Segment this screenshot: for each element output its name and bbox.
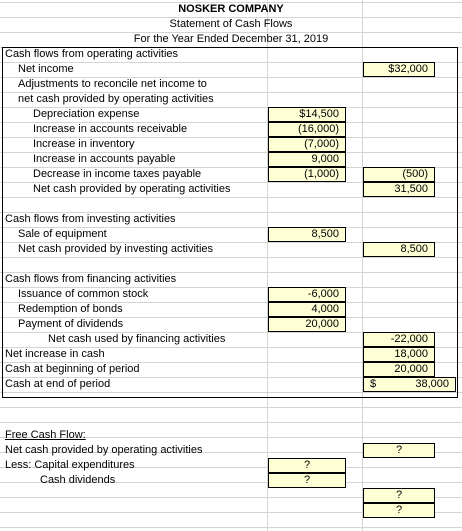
- bonds-value[interactable]: 4,000: [268, 302, 346, 317]
- fcf-capex-row: Less: Capital expenditures ?: [0, 458, 462, 473]
- fcf-subtotal-row: ?: [0, 488, 462, 503]
- operating-item-row: Increase in accounts payable 9,000: [0, 152, 462, 167]
- financing-item-row: Redemption of bonds 4,000: [0, 302, 462, 317]
- header-row-period: For the Year Ended December 31, 2019: [0, 32, 462, 47]
- fcf-heading: Free Cash Flow:: [5, 429, 86, 441]
- fcf-net-row: Net cash provided by operating activitie…: [0, 443, 462, 458]
- end-label: Cash at end of period: [5, 378, 111, 390]
- net-income-value[interactable]: $32,000: [363, 62, 435, 77]
- header-row-statement: Statement of Cash Flows: [0, 17, 462, 32]
- operating-net-label: Net cash provided by operating activitie…: [33, 183, 231, 195]
- sale-value[interactable]: 8,500: [268, 227, 346, 242]
- increase-value[interactable]: 18,000: [363, 347, 435, 362]
- fcf-net-label: Net cash provided by operating activitie…: [5, 444, 203, 456]
- operating-item-row: Increase in inventory (7,000): [0, 137, 462, 152]
- investing-net-label: Net cash provided by investing activitie…: [18, 243, 214, 255]
- receivable-value[interactable]: (16,000): [268, 122, 346, 137]
- currency-symbol: $: [370, 378, 377, 390]
- sale-label: Sale of equipment: [18, 228, 107, 240]
- company-name: NOSKER COMPANY: [178, 3, 284, 15]
- header-row-company: NOSKER COMPANY: [0, 2, 462, 17]
- fcf-less-label: Less: Capital expenditures: [5, 459, 135, 471]
- financing-net-value[interactable]: -22,000: [363, 332, 435, 347]
- financing-net-row: Net cash used by financing activities -2…: [0, 332, 462, 347]
- net-income-row: Net income $32,000: [0, 62, 462, 77]
- bonds-label: Redemption of bonds: [18, 303, 123, 315]
- taxes-value[interactable]: (1,000): [268, 167, 346, 182]
- end-value: 38,000: [415, 378, 449, 390]
- operating-item-row: Depreciation expense $14,500: [0, 107, 462, 122]
- dividends-label: Payment of dividends: [18, 318, 124, 330]
- increase-label: Net increase in cash: [5, 348, 105, 360]
- sale-row: Sale of equipment 8,500: [0, 227, 462, 242]
- stock-label: Issuance of common stock: [18, 288, 149, 300]
- adjust-label-line1: Adjustments to reconcile net income to: [18, 78, 207, 90]
- investing-heading-row: Cash flows from investing activities: [0, 212, 462, 227]
- financing-net-label: Net cash used by financing activities: [48, 333, 226, 345]
- adjust-row-2: net cash provided by operating activitie…: [0, 92, 462, 107]
- increase-row: Net increase in cash 18,000: [0, 347, 462, 362]
- fcf-dividends-value[interactable]: ?: [268, 473, 346, 488]
- end-row: Cash at end of period $ 38,000: [0, 377, 462, 392]
- operating-net-row: Net cash provided by operating activitie…: [0, 182, 462, 197]
- depreciation-label: Depreciation expense: [33, 108, 140, 120]
- investing-net-row: Net cash provided by investing activitie…: [0, 242, 462, 257]
- financing-item-row: Issuance of common stock -6,000: [0, 287, 462, 302]
- operating-heading-row: Cash flows from operating activities: [0, 47, 462, 62]
- adjust-row-1: Adjustments to reconcile net income to: [0, 77, 462, 92]
- financing-heading: Cash flows from financing activities: [5, 273, 177, 285]
- investing-net-value[interactable]: 8,500: [363, 242, 435, 257]
- inventory-value[interactable]: (7,000): [268, 137, 346, 152]
- fcf-final-value[interactable]: ?: [363, 503, 435, 518]
- begin-row: Cash at beginning of period 20,000: [0, 362, 462, 377]
- investing-heading: Cash flows from investing activities: [5, 213, 176, 225]
- receivable-label: Increase in accounts receivable: [33, 123, 188, 135]
- begin-label: Cash at beginning of period: [5, 363, 140, 375]
- operating-item-row: Decrease in income taxes payable (1,000)…: [0, 167, 462, 182]
- end-value-cell[interactable]: $ 38,000: [363, 377, 456, 392]
- operating-item-row: Increase in accounts receivable (16,000): [0, 122, 462, 137]
- financing-heading-row: Cash flows from financing activities: [0, 272, 462, 287]
- operating-net-value[interactable]: 31,500: [363, 182, 435, 197]
- fcf-capex-value[interactable]: ?: [268, 458, 346, 473]
- statement-title: Statement of Cash Flows: [169, 18, 293, 30]
- fcf-dividends-row: Cash dividends ?: [0, 473, 462, 488]
- payable-label: Increase in accounts payable: [33, 153, 176, 165]
- stock-value[interactable]: -6,000: [268, 287, 346, 302]
- inventory-label: Increase in inventory: [33, 138, 135, 150]
- net-income-label: Net income: [18, 63, 74, 75]
- fcf-net-value[interactable]: ?: [363, 443, 435, 458]
- adjustments-total-value[interactable]: (500): [363, 167, 435, 182]
- begin-value[interactable]: 20,000: [363, 362, 435, 377]
- dividends-value[interactable]: 20,000: [268, 317, 346, 332]
- depreciation-value[interactable]: $14,500: [268, 107, 346, 122]
- statement-border: [2, 47, 458, 398]
- payable-value[interactable]: 9,000: [268, 152, 346, 167]
- fcf-dividends-label: Cash dividends: [40, 474, 116, 486]
- fcf-final-row: ?: [0, 503, 462, 518]
- taxes-label: Decrease in income taxes payable: [33, 168, 202, 180]
- adjust-label-line2: net cash provided by operating activitie…: [18, 93, 214, 105]
- statement-period: For the Year Ended December 31, 2019: [133, 33, 329, 45]
- operating-heading: Cash flows from operating activities: [5, 48, 179, 60]
- fcf-subtotal-value[interactable]: ?: [363, 488, 435, 503]
- financing-item-row: Payment of dividends 20,000: [0, 317, 462, 332]
- fcf-heading-row: Free Cash Flow:: [0, 428, 462, 443]
